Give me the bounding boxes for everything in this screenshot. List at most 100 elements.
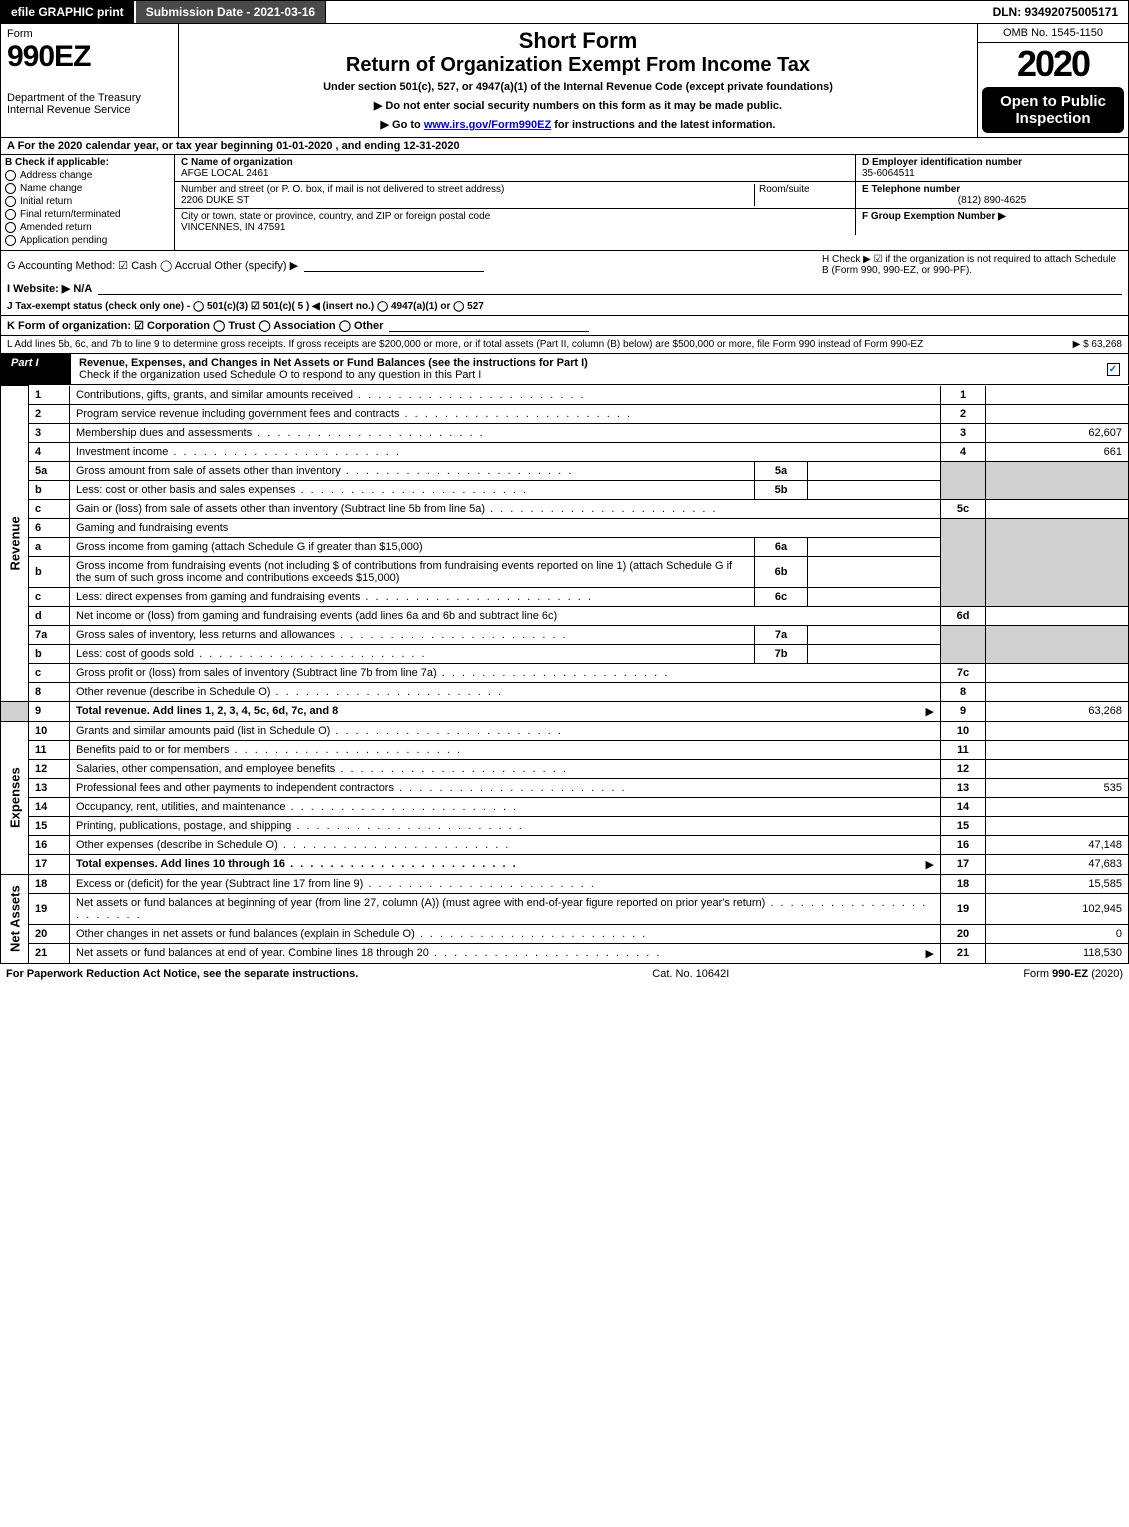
l21-val: 118,530 bbox=[986, 943, 1129, 963]
l5-shade-val bbox=[986, 461, 1129, 499]
submission-date: Submission Date - 2021-03-16 bbox=[136, 1, 326, 23]
l2-val bbox=[986, 404, 1129, 423]
l11-desc: Benefits paid to or for members bbox=[76, 744, 462, 756]
part1-label: Part I bbox=[1, 354, 71, 384]
col-cde: C Name of organization AFGE LOCAL 2461 D… bbox=[175, 155, 1128, 250]
l7c-val bbox=[986, 663, 1129, 682]
l5b-sc: 5b bbox=[755, 480, 808, 499]
l6c-desc: Less: direct expenses from gaming and fu… bbox=[76, 591, 593, 603]
l4-val: 661 bbox=[986, 442, 1129, 461]
dln-label: DLN: 93492075005171 bbox=[983, 1, 1128, 23]
l6b-sv bbox=[808, 556, 941, 587]
l20-desc: Other changes in net assets or fund bala… bbox=[76, 928, 647, 940]
l18-desc: Excess or (deficit) for the year (Subtra… bbox=[76, 878, 596, 890]
l6c-sv bbox=[808, 587, 941, 606]
l13-desc: Professional fees and other payments to … bbox=[76, 782, 627, 794]
l5b-desc: Less: cost or other basis and sales expe… bbox=[76, 484, 528, 496]
l9-val: 63,268 bbox=[986, 701, 1129, 721]
cb-pending[interactable] bbox=[5, 235, 16, 246]
l8-num: 8 bbox=[29, 682, 70, 701]
title-short-form: Short Form bbox=[187, 28, 969, 54]
l6a-num: a bbox=[29, 537, 70, 556]
form-number: 990EZ bbox=[7, 40, 172, 74]
efile-print-button[interactable]: efile GRAPHIC print bbox=[1, 1, 136, 23]
e-phone-value: (812) 890-4625 bbox=[862, 195, 1122, 206]
l5a-sc: 5a bbox=[755, 461, 808, 480]
cb-label-4: Amended return bbox=[20, 222, 92, 233]
l19-desc: Net assets or fund balances at beginning… bbox=[76, 897, 927, 921]
cb-address-change[interactable] bbox=[5, 170, 16, 181]
tax-year: 2020 bbox=[978, 43, 1128, 85]
cb-final-return[interactable] bbox=[5, 209, 16, 220]
d-ein-value: 35-6064511 bbox=[862, 168, 915, 179]
l6c-num: c bbox=[29, 587, 70, 606]
irs-link[interactable]: www.irs.gov/Form990EZ bbox=[424, 119, 551, 131]
l18-val: 15,585 bbox=[986, 874, 1129, 893]
subtitle-goto: ▶ Go to www.irs.gov/Form990EZ for instru… bbox=[187, 118, 969, 131]
part1-checkbox[interactable]: ✓ bbox=[1107, 363, 1120, 376]
l16-num: 16 bbox=[29, 835, 70, 854]
cb-amended[interactable] bbox=[5, 222, 16, 233]
l17-num: 17 bbox=[29, 854, 70, 874]
g-other-input[interactable] bbox=[304, 259, 484, 272]
c-street-label: Number and street (or P. O. box, if mail… bbox=[181, 184, 504, 195]
row-a-tax-year: A For the 2020 calendar year, or tax yea… bbox=[0, 138, 1129, 155]
l-text: L Add lines 5b, 6c, and 7b to line 9 to … bbox=[7, 339, 923, 350]
l8-col: 8 bbox=[941, 682, 986, 701]
d-ein-label: D Employer identification number bbox=[862, 157, 1022, 168]
l18-col: 18 bbox=[941, 874, 986, 893]
cb-name-change[interactable] bbox=[5, 183, 16, 194]
l15-num: 15 bbox=[29, 816, 70, 835]
l3-desc: Membership dues and assessments bbox=[76, 427, 485, 439]
k-org: K Form of organization: ☑ Corporation ◯ … bbox=[7, 319, 383, 332]
l4-col: 4 bbox=[941, 442, 986, 461]
col-b-checkboxes: B Check if applicable: Address change Na… bbox=[1, 155, 175, 250]
goto-prefix: ▶ Go to bbox=[381, 119, 424, 131]
l5c-val bbox=[986, 499, 1129, 518]
c-city-label: City or town, state or province, country… bbox=[181, 211, 490, 222]
l12-val bbox=[986, 759, 1129, 778]
l5c-num: c bbox=[29, 499, 70, 518]
l3-col: 3 bbox=[941, 423, 986, 442]
cb-label-1: Name change bbox=[20, 183, 82, 194]
l13-col: 13 bbox=[941, 778, 986, 797]
header-left: Form 990EZ Department of the Treasury In… bbox=[1, 24, 179, 137]
c-street: 2206 DUKE ST bbox=[181, 195, 249, 206]
l20-num: 20 bbox=[29, 924, 70, 943]
l5c-desc: Gain or (loss) from sale of assets other… bbox=[76, 503, 718, 515]
l6d-col: 6d bbox=[941, 606, 986, 625]
l6-desc: Gaming and fundraising events bbox=[70, 518, 941, 537]
c-city: VINCENNES, IN 47591 bbox=[181, 222, 286, 233]
l2-col: 2 bbox=[941, 404, 986, 423]
l4-desc: Investment income bbox=[76, 446, 401, 458]
l19-num: 19 bbox=[29, 893, 70, 924]
l7c-num: c bbox=[29, 663, 70, 682]
k-other-input[interactable] bbox=[389, 319, 589, 332]
l18-num: 18 bbox=[29, 874, 70, 893]
g-accounting: G Accounting Method: ☑ Cash ◯ Accrual Ot… bbox=[7, 259, 298, 272]
form-word: Form bbox=[7, 28, 172, 40]
row-l-gross-receipts: L Add lines 5b, 6c, and 7b to line 9 to … bbox=[0, 336, 1129, 354]
b-label: B Check if applicable: bbox=[5, 157, 170, 168]
vtab-revenue: Revenue bbox=[1, 386, 29, 702]
vtab-expenses: Expenses bbox=[1, 721, 29, 874]
l7-shade-col bbox=[941, 625, 986, 663]
footer-right: Form 990-EZ (2020) bbox=[1023, 968, 1123, 980]
l16-col: 16 bbox=[941, 835, 986, 854]
part1-subtitle: Check if the organization used Schedule … bbox=[79, 369, 481, 381]
l6b-desc: Gross income from fundraising events (no… bbox=[70, 556, 755, 587]
l11-num: 11 bbox=[29, 740, 70, 759]
l14-desc: Occupancy, rent, utilities, and maintena… bbox=[76, 801, 518, 813]
l17-desc: Total expenses. Add lines 10 through 16 bbox=[76, 858, 518, 870]
l12-num: 12 bbox=[29, 759, 70, 778]
l17-val: 47,683 bbox=[986, 854, 1129, 874]
l6b-num: b bbox=[29, 556, 70, 587]
l20-col: 20 bbox=[941, 924, 986, 943]
website-input[interactable] bbox=[98, 282, 1122, 295]
l7b-desc: Less: cost of goods sold bbox=[76, 648, 427, 660]
l6-shade-val bbox=[986, 518, 1129, 606]
l15-val bbox=[986, 816, 1129, 835]
l4-num: 4 bbox=[29, 442, 70, 461]
cb-initial-return[interactable] bbox=[5, 196, 16, 207]
l13-val: 535 bbox=[986, 778, 1129, 797]
